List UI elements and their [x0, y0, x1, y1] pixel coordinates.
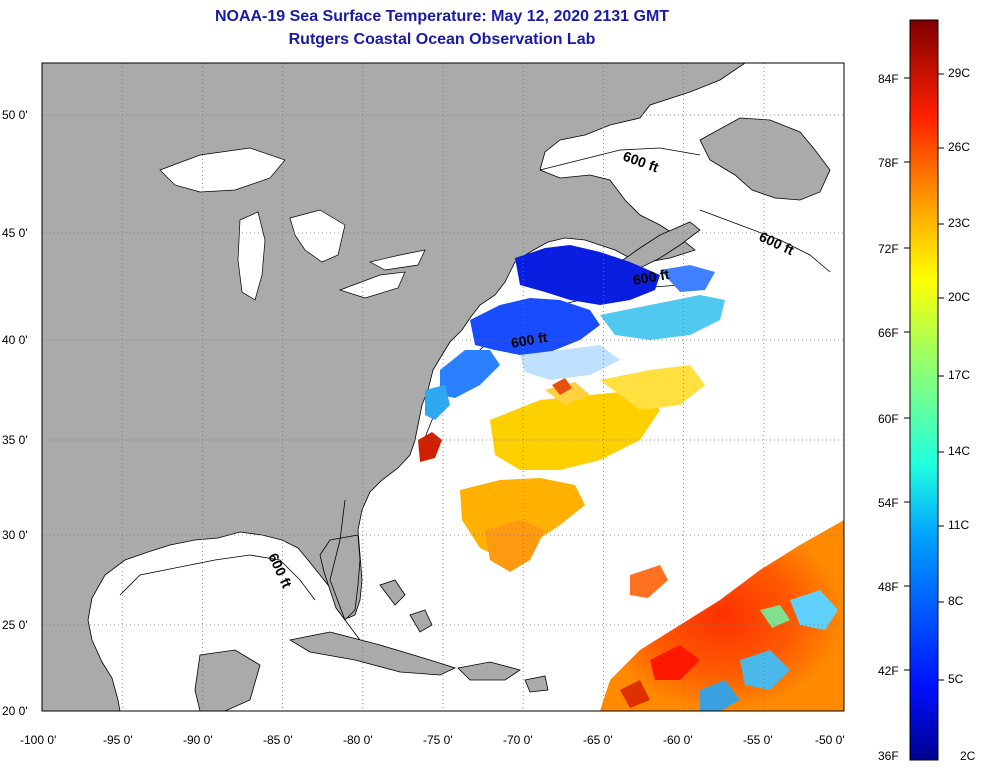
sst-cold-waters — [425, 245, 725, 420]
colorbar-label-c: 26C — [948, 140, 971, 154]
graticule — [42, 63, 844, 711]
colorbar-label-c: 14C — [948, 444, 971, 458]
great-lakes — [159, 147, 426, 301]
lon-label: -100 0' — [20, 733, 57, 747]
lon-label: -50 0' — [815, 733, 845, 747]
colorbar-label-c: 11C — [948, 518, 970, 532]
colorbar-label-f: 72F — [878, 242, 899, 256]
lon-label: -85 0' — [263, 733, 293, 747]
land-nova-scotia — [619, 221, 701, 269]
colorbar-label-c: 23C — [948, 216, 971, 230]
lon-label: -90 0' — [183, 733, 213, 747]
colorbar-label-f: 42F — [878, 664, 899, 678]
sst-warm-waters — [418, 365, 705, 598]
lat-label: 40 0' — [2, 333, 28, 347]
contour-label: 600 ft — [510, 329, 549, 351]
colorbar-label-f: 48F — [878, 580, 899, 594]
lat-label: 30 0' — [2, 528, 28, 542]
lat-label: 35 0' — [2, 433, 28, 447]
colorbar-label-f: 78F — [878, 156, 899, 170]
colorbar-label-f: 60F — [878, 412, 899, 426]
colorbar-label-f: 36F — [878, 749, 899, 763]
colorbar-label-f: 84F — [878, 72, 899, 86]
lon-label: -55 0' — [743, 733, 773, 747]
lon-label: -95 0' — [103, 733, 133, 747]
land-newfoundland — [699, 117, 831, 201]
sst-sargasso — [600, 520, 844, 711]
colorbar-label-c: 29C — [948, 66, 971, 80]
colorbar-label-c: 8C — [948, 594, 964, 608]
colorbar — [909, 19, 939, 761]
lat-label: 50 0' — [2, 108, 28, 122]
colorbar-label-f: 54F — [878, 496, 899, 510]
colorbar-ticks — [904, 73, 944, 681]
lat-label: 25 0' — [2, 618, 28, 632]
lon-label: -70 0' — [503, 733, 533, 747]
lon-label: -60 0' — [663, 733, 693, 747]
lon-label: -75 0' — [423, 733, 453, 747]
lon-label: -65 0' — [583, 733, 613, 747]
lon-label: -80 0' — [343, 733, 373, 747]
caribbean-islands — [194, 579, 549, 711]
colorbar-label-c: 17C — [948, 368, 971, 382]
map-frame — [41, 62, 845, 712]
colorbar-label-c: 2C — [960, 749, 976, 763]
map-subtitle: Rutgers Coastal Ocean Observation Lab — [288, 31, 596, 48]
colorbar-label-c: 20C — [948, 290, 971, 304]
contour-label: 600 ft — [632, 266, 671, 288]
colorbar-label-c: 5C — [948, 672, 964, 686]
lat-label: 20 0' — [2, 704, 28, 718]
map-title: NOAA-19 Sea Surface Temperature: May 12,… — [214, 8, 670, 25]
lat-label: 45 0' — [2, 226, 28, 240]
colorbar-label-f: 66F — [878, 326, 899, 340]
